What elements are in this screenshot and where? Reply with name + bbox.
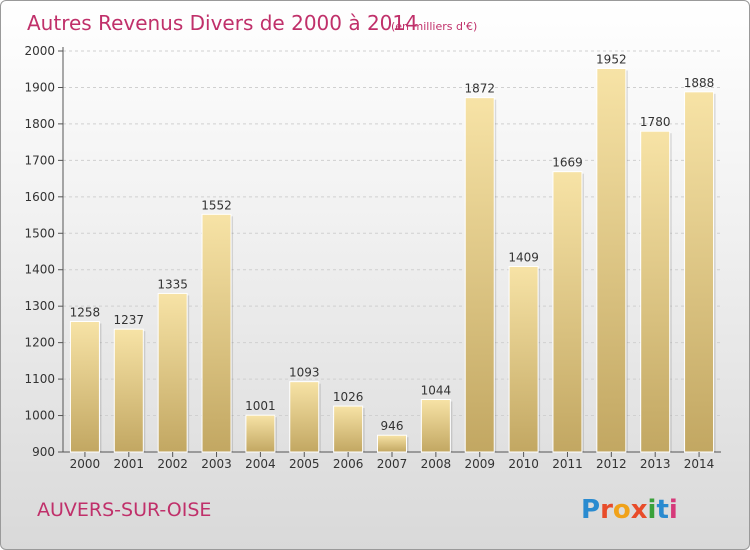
data-label: 1001 bbox=[245, 399, 276, 413]
proxiti-logo: Proxiti bbox=[581, 495, 678, 525]
x-tick-label: 2003 bbox=[201, 457, 232, 471]
x-tick-label: 2006 bbox=[333, 457, 364, 471]
bar-2013 bbox=[640, 130, 671, 453]
y-tick-label: 1600 bbox=[24, 190, 55, 204]
data-label: 1044 bbox=[421, 384, 452, 398]
y-tick-label: 1300 bbox=[24, 299, 55, 313]
x-tick-label: 2004 bbox=[245, 457, 276, 471]
data-label: 1237 bbox=[114, 313, 145, 327]
data-label: 1093 bbox=[289, 366, 320, 380]
bars bbox=[69, 67, 716, 453]
bar-2011 bbox=[552, 171, 583, 453]
bar-2009 bbox=[464, 97, 495, 453]
x-tick-label: 2001 bbox=[114, 457, 145, 471]
x-tick-label: 2011 bbox=[552, 457, 583, 471]
logo-letter: t bbox=[656, 495, 668, 525]
bar-2005 bbox=[289, 381, 320, 453]
bar-2010 bbox=[508, 265, 539, 453]
y-tick-label: 1400 bbox=[24, 263, 55, 277]
logo-letter: o bbox=[613, 495, 631, 525]
logo-letter: x bbox=[631, 495, 648, 525]
bar-2008 bbox=[420, 399, 451, 453]
logo-letter: r bbox=[600, 495, 613, 525]
y-tick-label: 1000 bbox=[24, 409, 55, 423]
x-axis-ticks: 2000 2001 2002 2003 2004 2005 2006 2007 2008 2009… bbox=[70, 452, 715, 471]
x-tick-label: 2010 bbox=[508, 457, 539, 471]
data-label: 946 bbox=[381, 419, 404, 433]
data-label: 1669 bbox=[552, 156, 583, 170]
data-label: 1026 bbox=[333, 390, 364, 404]
y-axis-ticks: 900 1000 1100 1200 1300 1400 1500 1600 1700 1800 1… bbox=[24, 44, 63, 459]
logo-letter: P bbox=[581, 495, 600, 525]
x-tick-label: 2000 bbox=[70, 457, 101, 471]
data-label: 1888 bbox=[684, 76, 715, 90]
data-label: 1872 bbox=[464, 82, 495, 96]
chart-title: Autres Revenus Divers de 2000 à 2014 bbox=[27, 11, 418, 35]
y-tick-label: 1100 bbox=[24, 372, 55, 386]
x-tick-label: 2009 bbox=[464, 457, 495, 471]
bar-2006 bbox=[333, 405, 364, 453]
data-label: 1258 bbox=[70, 305, 101, 319]
x-tick-label: 2008 bbox=[421, 457, 452, 471]
y-tick-label: 900 bbox=[32, 445, 55, 459]
data-label: 1335 bbox=[157, 277, 188, 291]
x-tick-label: 2005 bbox=[289, 457, 320, 471]
bar-2003 bbox=[201, 213, 232, 453]
x-tick-label: 2002 bbox=[157, 457, 188, 471]
bar-2000 bbox=[69, 320, 100, 453]
bar-2014 bbox=[684, 91, 715, 453]
data-label: 1952 bbox=[596, 52, 627, 66]
data-label: 1409 bbox=[508, 250, 539, 264]
bar-2012 bbox=[596, 67, 627, 453]
y-tick-label: 2000 bbox=[24, 44, 55, 58]
data-labels: 1258 1237 1335 1552 1001 1093 1026 946 1044 1872 1… bbox=[70, 52, 715, 433]
bar-2001 bbox=[113, 328, 144, 453]
x-tick-label: 2007 bbox=[377, 457, 408, 471]
x-tick-label: 2013 bbox=[640, 457, 671, 471]
logo-letter: i bbox=[669, 495, 678, 525]
bar-2002 bbox=[157, 292, 188, 453]
x-tick-label: 2012 bbox=[596, 457, 627, 471]
data-label: 1780 bbox=[640, 115, 671, 129]
logo-letter: i bbox=[648, 495, 657, 525]
y-tick-label: 1800 bbox=[24, 117, 55, 131]
y-tick-label: 1700 bbox=[24, 153, 55, 167]
y-tick-label: 1200 bbox=[24, 336, 55, 350]
bar-2004 bbox=[245, 414, 276, 453]
chart-subtitle: (en milliers d'€) bbox=[391, 20, 477, 33]
bar-2007 bbox=[377, 434, 407, 453]
x-tick-label: 2014 bbox=[684, 457, 715, 471]
y-tick-label: 1900 bbox=[24, 80, 55, 94]
data-label: 1552 bbox=[201, 198, 232, 212]
city-name: AUVERS-SUR-OISE bbox=[37, 499, 211, 521]
y-tick-label: 1500 bbox=[24, 226, 55, 240]
